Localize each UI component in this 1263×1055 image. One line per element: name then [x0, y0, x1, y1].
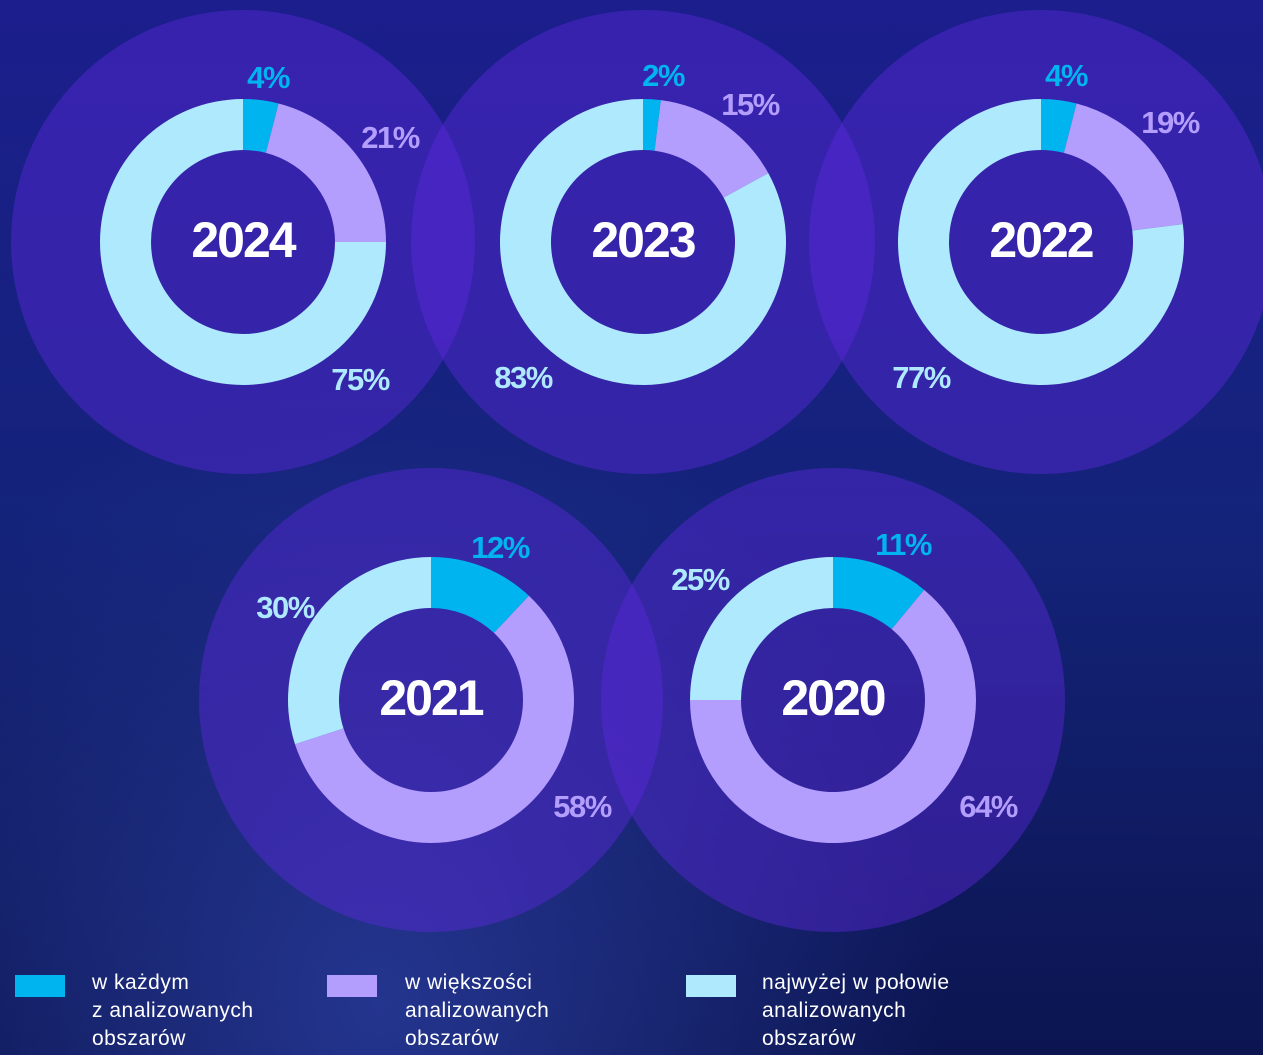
legend-label: najwyżej w połowie analizowanych obszaró… — [762, 971, 950, 1050]
donut-segment — [100, 99, 386, 385]
value-label: 77% — [892, 360, 950, 395]
value-label: 2% — [642, 58, 685, 93]
donut-segment — [654, 100, 769, 198]
legend-label: w większości analizowanych obszarów — [405, 971, 550, 1050]
donut-segment — [690, 589, 976, 843]
donut-segment — [1041, 99, 1077, 153]
value-label: 12% — [471, 530, 529, 565]
value-label: 19% — [1141, 105, 1199, 140]
legend-swatch — [327, 975, 377, 997]
halo — [199, 468, 663, 932]
value-label: 64% — [959, 789, 1017, 824]
value-label: 30% — [256, 590, 314, 625]
donut-segment — [1063, 103, 1183, 231]
donut-segment — [898, 99, 1184, 385]
halo — [601, 468, 1065, 932]
value-label: 4% — [1045, 58, 1088, 93]
chart-title: 2023 — [591, 212, 694, 268]
legend-label: w każdym z analizowanych obszarów — [92, 971, 254, 1050]
chart-title: 2024 — [191, 212, 296, 268]
chart-title: 2021 — [379, 670, 483, 726]
halo — [11, 10, 475, 474]
value-label: 11% — [875, 527, 932, 562]
donut-segment — [265, 103, 386, 242]
value-label: 21% — [361, 120, 419, 155]
legend-swatch — [15, 975, 65, 997]
value-label: 75% — [331, 362, 389, 397]
donut-segment — [243, 99, 279, 153]
donut-segment — [833, 557, 925, 630]
value-label: 15% — [721, 87, 779, 122]
donut-segment — [431, 557, 529, 633]
halo — [411, 10, 875, 474]
value-label: 58% — [553, 789, 611, 824]
donut-segment — [643, 99, 661, 151]
donut-segment — [294, 595, 574, 843]
value-label: 83% — [494, 360, 552, 395]
value-label: 4% — [247, 60, 290, 95]
donut-segment — [500, 99, 786, 385]
halo — [809, 10, 1263, 474]
chart-title: 2020 — [781, 670, 884, 726]
chart-title: 2022 — [989, 212, 1092, 268]
legend-swatch — [686, 975, 736, 997]
donut-segment — [287, 557, 431, 745]
value-label: 25% — [671, 562, 729, 597]
donut-segment — [690, 557, 833, 700]
